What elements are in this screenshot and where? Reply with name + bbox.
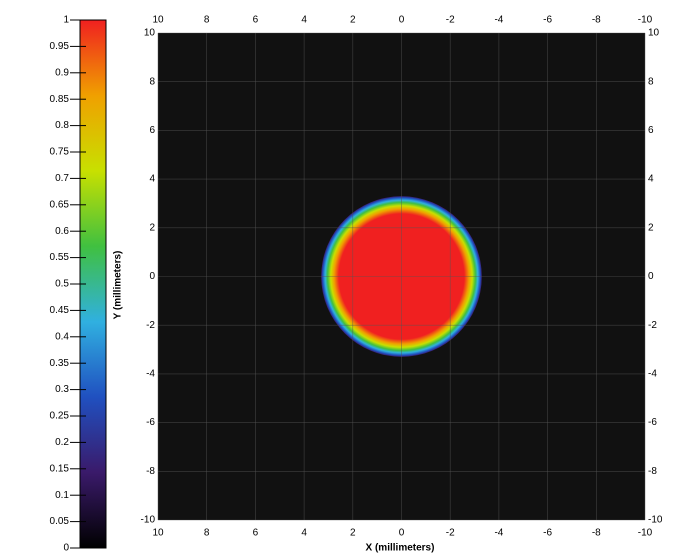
y-tick-label-right: -8 [648, 466, 657, 477]
y-tick-label: 2 [149, 222, 155, 233]
y-tick-label-right: -2 [648, 320, 657, 331]
y-tick-label: -2 [146, 320, 155, 331]
y-tick-label-right: 6 [648, 125, 654, 136]
x-tick-label: 4 [301, 528, 307, 539]
x-tick-label-top: 4 [301, 15, 307, 26]
colorbar-tick-label: 0.1 [55, 490, 69, 501]
colorbar-tick-label: 1 [63, 15, 69, 26]
y-tick-label-right: 2 [648, 222, 654, 233]
x-tick-label: 6 [253, 528, 259, 539]
y-tick-label-right: 8 [648, 76, 654, 87]
x-tick-label: -10 [638, 528, 653, 539]
colorbar-tick-label: 0.7 [55, 173, 69, 184]
x-tick-label-top: 2 [350, 15, 356, 26]
colorbar-tick-label: 0.2 [55, 437, 69, 448]
y-tick-label-right: 0 [648, 271, 654, 282]
colorbar-tick-label: 0.5 [55, 279, 69, 290]
colorbar-tick-label: 0 [63, 543, 69, 554]
colorbar-tick-label: 0.35 [50, 358, 70, 369]
colorbar-tick-label: 0.25 [50, 411, 70, 422]
colorbar-tick-label: 0.95 [50, 41, 70, 52]
y-tick-label-right: 4 [648, 174, 654, 185]
colorbar-tick-label: 0.85 [50, 94, 70, 105]
x-tick-label: -8 [592, 528, 601, 539]
x-tick-label: 8 [204, 528, 210, 539]
y-tick-label-right: 10 [648, 28, 660, 39]
x-tick-label-top: 0 [399, 15, 405, 26]
x-tick-label-top: 10 [152, 15, 164, 26]
x-tick-label: -6 [543, 528, 552, 539]
x-axis-label: X (millimeters) [366, 543, 435, 554]
x-tick-label-top: 6 [253, 15, 259, 26]
colorbar-tick-label: 0.45 [50, 305, 70, 316]
colorbar-tick-label: 0.75 [50, 147, 70, 158]
colorbar-tick-label: 0.8 [55, 120, 69, 131]
x-tick-label-top: -6 [543, 15, 552, 26]
colorbar-tick-label: 0.15 [50, 463, 70, 474]
colorbar-tick-label: 0.55 [50, 252, 70, 263]
y-tick-label: 4 [149, 174, 155, 185]
colorbar-tick-label: 0.65 [50, 199, 70, 210]
x-tick-label: 10 [152, 528, 164, 539]
x-tick-label: 0 [399, 528, 405, 539]
x-tick-label-top: -2 [446, 15, 455, 26]
y-tick-label: 0 [149, 271, 155, 282]
y-tick-label: 8 [149, 76, 155, 87]
y-tick-label: -6 [146, 417, 155, 428]
colorbar-tick-label: 0.6 [55, 226, 69, 237]
x-tick-label: 2 [350, 528, 356, 539]
y-tick-label: 6 [149, 125, 155, 136]
x-tick-label-top: -10 [638, 15, 653, 26]
y-tick-label: -4 [146, 369, 155, 380]
colorbar-tick-label: 0.9 [55, 67, 69, 78]
x-tick-label-top: -8 [592, 15, 601, 26]
x-tick-label-top: 8 [204, 15, 210, 26]
colorbar-tick-label: 0.3 [55, 384, 69, 395]
y-tick-label: -8 [146, 466, 155, 477]
x-tick-label-top: -4 [494, 15, 503, 26]
y-tick-label-right: -6 [648, 417, 657, 428]
x-tick-label: -4 [494, 528, 503, 539]
colorbar-tick-label: 0.4 [55, 331, 69, 342]
colorbar-tick-label: 0.05 [50, 516, 70, 527]
x-tick-label: -2 [446, 528, 455, 539]
y-tick-label: 10 [144, 28, 156, 39]
y-tick-label-right: -10 [648, 515, 663, 526]
y-tick-label-right: -4 [648, 369, 657, 380]
y-axis-label: Y (millimeters) [113, 251, 124, 320]
y-tick-label: -10 [141, 515, 156, 526]
